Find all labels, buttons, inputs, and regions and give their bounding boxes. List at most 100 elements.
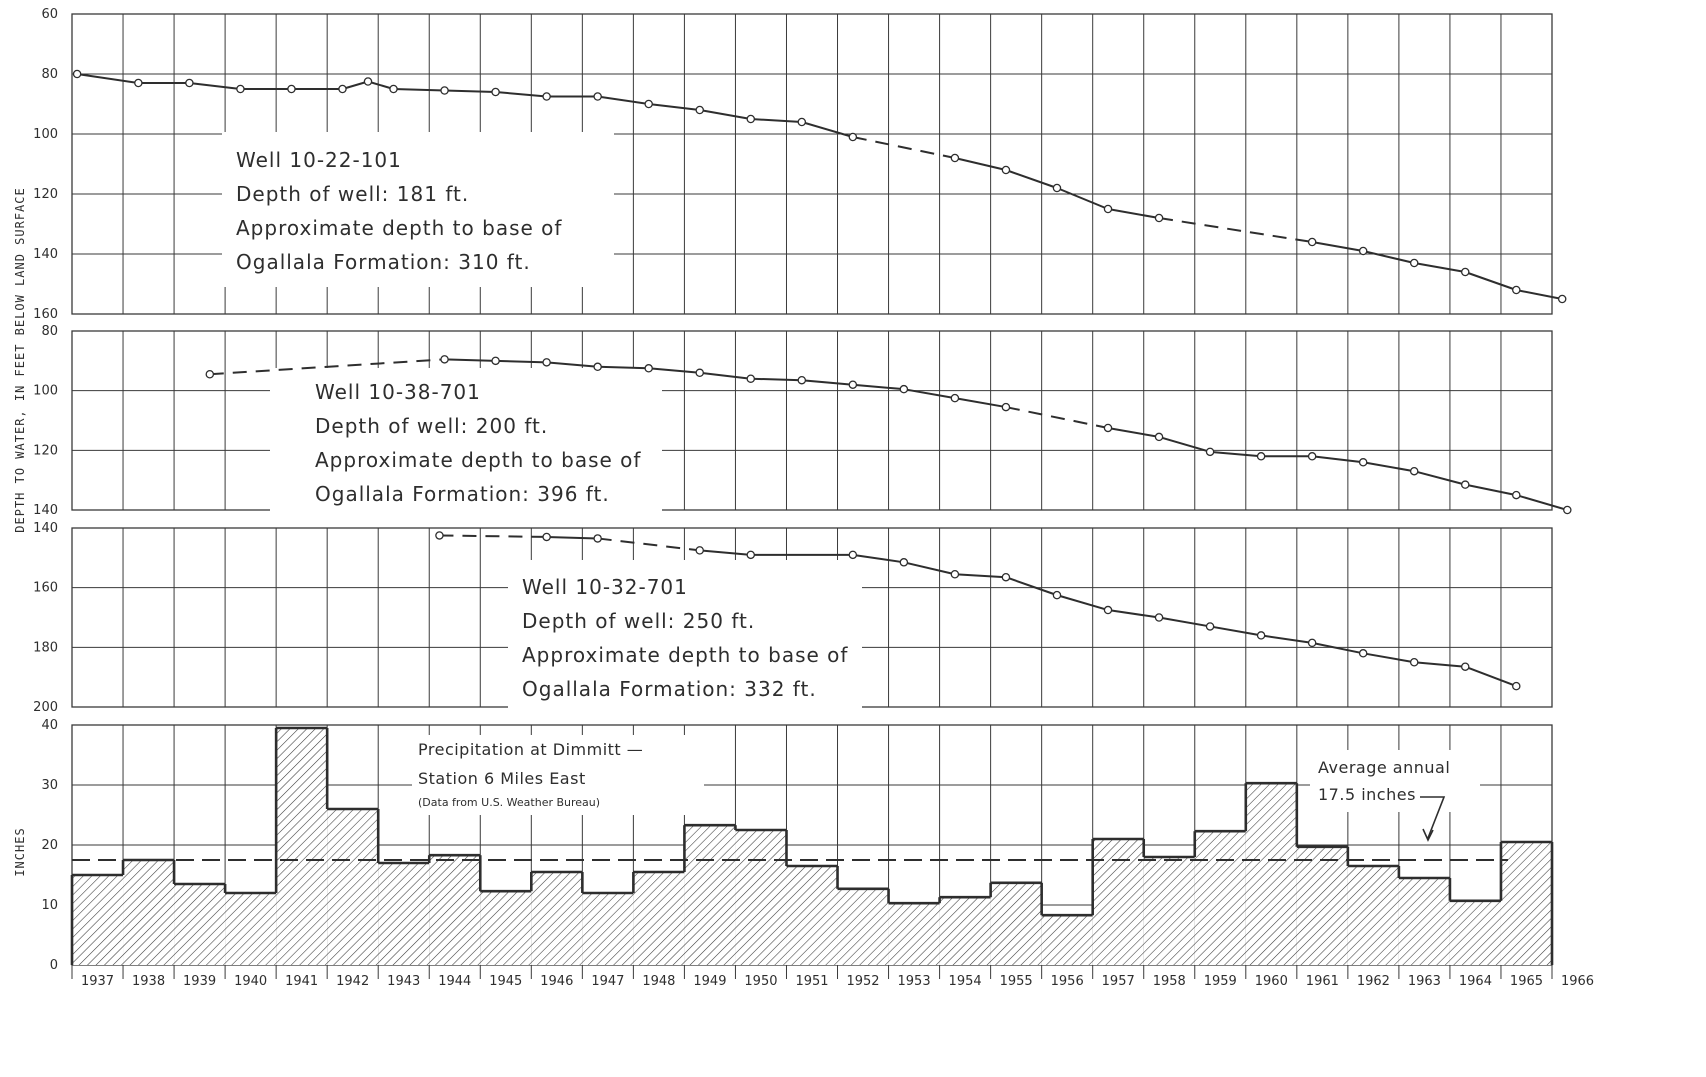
x-tick-label: 1954 (949, 974, 982, 989)
data-point (542, 532, 551, 542)
x-tick-label: 1948 (642, 974, 675, 989)
precip-bar (225, 893, 277, 965)
y-tick-label: 0 (50, 958, 58, 973)
series-segment (597, 365, 649, 370)
precip-bar (1449, 900, 1501, 965)
x-tick-label: 1953 (898, 974, 931, 989)
series-segment (1414, 262, 1466, 273)
x-tick-label: 1942 (336, 974, 369, 989)
data-point (593, 362, 602, 372)
series-segment (1516, 289, 1563, 300)
x-tick-label: 1956 (1051, 974, 1084, 989)
data-point (899, 558, 909, 567)
series-segment (367, 80, 394, 90)
data-point (1052, 590, 1062, 600)
series-segment (699, 109, 751, 120)
series-segment (597, 95, 649, 105)
data-point (899, 384, 909, 394)
data-point (644, 364, 653, 373)
data-point (797, 375, 807, 385)
precip-bar (480, 891, 532, 965)
x-tick-label: 1955 (1000, 974, 1033, 989)
series-segment (444, 89, 496, 93)
precip-bar (174, 884, 226, 965)
series-segment (546, 361, 598, 368)
x-tick-label: 1959 (1204, 974, 1237, 989)
series-segment (699, 549, 751, 556)
series-segment (1056, 187, 1109, 210)
x-tick-label: 1947 (591, 974, 624, 989)
well-id-label: Well 10-22-101 (236, 148, 402, 172)
precip-bar (888, 903, 940, 965)
x-tick-label: 1941 (285, 974, 318, 989)
series-segment (1209, 450, 1262, 458)
series-segment (1362, 652, 1415, 664)
x-tick-label: 1958 (1153, 974, 1186, 989)
data-point (950, 393, 960, 403)
series-segment (1465, 483, 1517, 497)
precip-bar (837, 888, 889, 965)
precip-bar (684, 825, 736, 965)
precip-bar (1092, 839, 1144, 965)
data-point (1460, 480, 1470, 489)
precip-bar (786, 866, 838, 965)
well-info-label: Ogallala Formation: 310 ft. (236, 250, 531, 274)
series-segment (393, 88, 445, 92)
data-point (1460, 267, 1470, 277)
data-point (1512, 285, 1521, 295)
series-segment (1464, 665, 1517, 688)
series-segment (954, 573, 1006, 579)
well-id-label: Well 10-32-701 (522, 575, 688, 599)
series-segment (852, 553, 905, 564)
data-point (593, 534, 602, 543)
series-segment (801, 379, 853, 386)
data-point (848, 380, 858, 389)
data-point (440, 86, 449, 95)
y-tick-label: 160 (33, 581, 58, 596)
precip-axis-title: INCHES (13, 827, 27, 876)
series-segment-dashed (852, 136, 956, 159)
series-segment (954, 397, 1007, 409)
data-point (435, 531, 444, 540)
x-tick-label: 1949 (693, 974, 726, 989)
data-point (134, 78, 143, 88)
data-point (1154, 613, 1164, 622)
y-tick-label: 30 (41, 778, 58, 793)
data-point (1001, 165, 1011, 175)
series-segment (1311, 241, 1364, 252)
y-tick-label: 140 (33, 503, 58, 518)
series-segment (1107, 609, 1160, 619)
x-tick-label: 1940 (234, 974, 267, 989)
series-segment (750, 118, 802, 123)
data-point (1358, 246, 1368, 256)
data-point (1154, 432, 1164, 442)
precip-bar (1194, 831, 1246, 965)
x-tick-label: 1960 (1255, 974, 1288, 989)
precip-bar (429, 855, 481, 965)
series-segment (1260, 634, 1313, 644)
precip-bar (1296, 846, 1348, 965)
data-point (746, 374, 756, 383)
data-point (236, 84, 245, 94)
average-label: Average annual (1318, 758, 1450, 777)
precip-title: Precipitation at Dimmitt — (418, 740, 643, 759)
data-point (1512, 490, 1521, 500)
y-tick-label: 120 (33, 187, 58, 202)
precip-bar (1347, 866, 1399, 965)
data-point (1358, 649, 1368, 658)
data-point (542, 358, 551, 367)
series-segment-dashed (1158, 217, 1313, 243)
y-tick-label: 10 (41, 898, 58, 913)
data-point (1103, 423, 1113, 433)
precip-bar (1143, 857, 1195, 965)
data-point (72, 69, 82, 79)
data-point (1563, 505, 1572, 515)
series-segment (1158, 616, 1211, 628)
data-point (287, 84, 296, 94)
well-info-label: Ogallala Formation: 396 ft. (315, 482, 610, 506)
precip-bar (582, 893, 634, 965)
x-tick-label: 1944 (438, 974, 471, 989)
precip-bar (531, 872, 583, 965)
